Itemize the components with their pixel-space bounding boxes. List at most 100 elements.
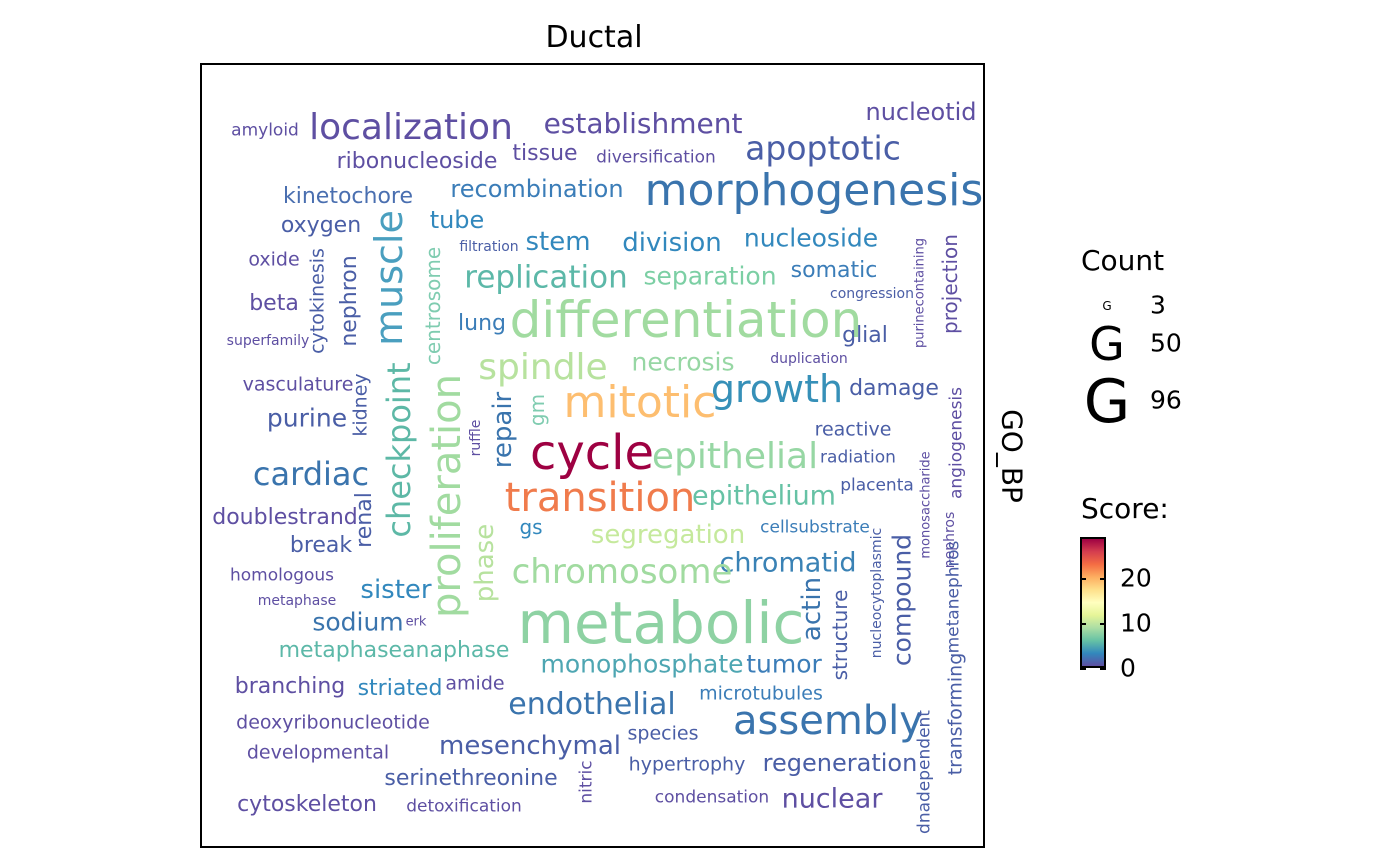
word-sister: sister [360, 575, 432, 605]
word-nuclear: nuclear [781, 783, 883, 815]
word-species: species [627, 722, 699, 745]
word-chromosome: chromosome [511, 552, 733, 592]
word-ribonucleoside: ribonucleoside [336, 149, 498, 174]
word-oxide: oxide [248, 248, 300, 271]
word-muscle: muscle [367, 210, 411, 346]
word-nucleocytoplasmic: nucleocytoplasmic [869, 527, 885, 659]
colorbar-tick-left-20 [1080, 578, 1086, 580]
word-reactive: reactive [814, 418, 892, 441]
word-replication: replication [464, 259, 628, 296]
word-repair: repair [488, 391, 518, 469]
word-transition: transition [504, 475, 696, 521]
word-cardiac: cardiac [252, 455, 370, 493]
colorbar-tick-right-20 [1100, 578, 1106, 580]
word-lung: lung [458, 311, 506, 336]
word-tube: tube [429, 206, 485, 234]
word-morphogenesis: morphogenesis [644, 165, 984, 216]
word-congression: congression [830, 286, 914, 302]
word-apoptotic: apoptotic [745, 128, 901, 168]
word-erk: erk [405, 614, 427, 630]
count-legend-title: Count [1081, 244, 1165, 277]
word-cytoskeleton: cytoskeleton [237, 792, 377, 817]
word-metanephros: metanephros [943, 540, 964, 654]
word-kinetochore: kinetochore [282, 184, 414, 209]
word-developmental: developmental [246, 741, 390, 764]
word-centrosome: centrosome [421, 246, 445, 366]
word-kidney: kidney [349, 373, 372, 437]
word-purinecontaining: purinecontaining [912, 237, 928, 349]
word-branching: branching [234, 674, 346, 699]
word-regeneration: regeneration [762, 749, 918, 777]
word-assembly: assembly [733, 698, 923, 744]
word-endothelial: endothelial [508, 687, 676, 722]
word-nucleoside: nucleoside [743, 223, 879, 253]
word-monosaccharide: monosaccharide [918, 451, 934, 559]
count-legend-value-medium: 50 [1150, 328, 1182, 358]
word-damage: damage [849, 376, 939, 401]
word-amide: amide [445, 672, 505, 695]
colorbar-label-20: 20 [1120, 563, 1152, 593]
colorbar-tick-left-0 [1080, 668, 1086, 670]
word-growth: growth [710, 367, 844, 411]
word-metaphaseanaphase: metaphaseanaphase [278, 638, 510, 663]
word-epithelial: epithelial [651, 436, 819, 477]
word-metabolic: metabolic [517, 589, 805, 657]
word-oxygen: oxygen [280, 213, 362, 238]
word-spindle: spindle [478, 347, 608, 388]
score-colorbar [1080, 537, 1106, 668]
count-legend-value-large: 96 [1150, 385, 1182, 415]
word-transforming: transforming [944, 652, 967, 776]
colorbar-tick-left-10 [1080, 623, 1086, 625]
word-establishment: establishment [543, 107, 743, 140]
word-stem: stem [525, 227, 591, 257]
colorbar-tick-right-10 [1100, 623, 1106, 625]
word-checkpoint: checkpoint [380, 362, 418, 538]
word-metaphase: metaphase [257, 593, 337, 609]
facet-strip-label: GO_BP [995, 409, 1029, 503]
word-serinethreonine: serinethreonine [384, 766, 558, 791]
word-beta: beta [249, 291, 299, 316]
word-placenta: placenta [840, 475, 914, 496]
word-mesenchymal: mesenchymal [439, 731, 621, 761]
word-homologous: homologous [229, 565, 335, 586]
word-structure: structure [828, 589, 852, 681]
word-doublestrand: doublestrand [212, 505, 358, 530]
word-cytokinesis: cytokinesis [306, 248, 329, 354]
word-differentiation: differentiation [509, 291, 863, 349]
word-striated: striated [357, 676, 443, 701]
panel-title: Ductal [545, 20, 643, 55]
plot-panel [200, 63, 985, 848]
word-cycle: cycle [529, 425, 655, 481]
word-radiation: radiation [820, 447, 896, 468]
word-compound: compound [887, 533, 917, 667]
word-gs: gs [519, 515, 543, 539]
word-nitric: nitric [576, 760, 597, 804]
word-break: break [289, 533, 353, 558]
word-detoxification: detoxification [406, 796, 522, 817]
count-legend-value-small: 3 [1150, 290, 1166, 320]
colorbar-label-0: 0 [1120, 653, 1136, 683]
word-recombination: recombination [450, 175, 624, 203]
word-division: division [622, 228, 722, 258]
word-gm: gm [525, 393, 549, 427]
word-tumor: tumor [746, 649, 822, 679]
colorbar-label-10: 10 [1120, 608, 1152, 638]
word-filtration: filtration [459, 239, 519, 255]
word-nephron: nephron [337, 255, 362, 347]
word-necrosis: necrosis [631, 347, 735, 377]
word-diversification: diversification [596, 147, 716, 168]
word-vasculature: vasculature [242, 373, 354, 396]
word-projection: projection [938, 234, 962, 334]
count-legend-key-large: G [1083, 367, 1131, 437]
word-phase: phase [470, 523, 500, 603]
word-mitotic: mitotic [563, 377, 717, 428]
word-nucleotid: nucleotid [865, 98, 977, 126]
word-dnadependent: dnadependent [914, 710, 935, 834]
word-proliferation: proliferation [424, 374, 470, 618]
word-epithelium: epithelium [692, 480, 836, 512]
word-somatic: somatic [790, 258, 878, 283]
word-monophosphate: monophosphate [540, 649, 744, 679]
word-separation: separation [643, 261, 777, 291]
word-amyloid: amyloid [231, 120, 299, 141]
